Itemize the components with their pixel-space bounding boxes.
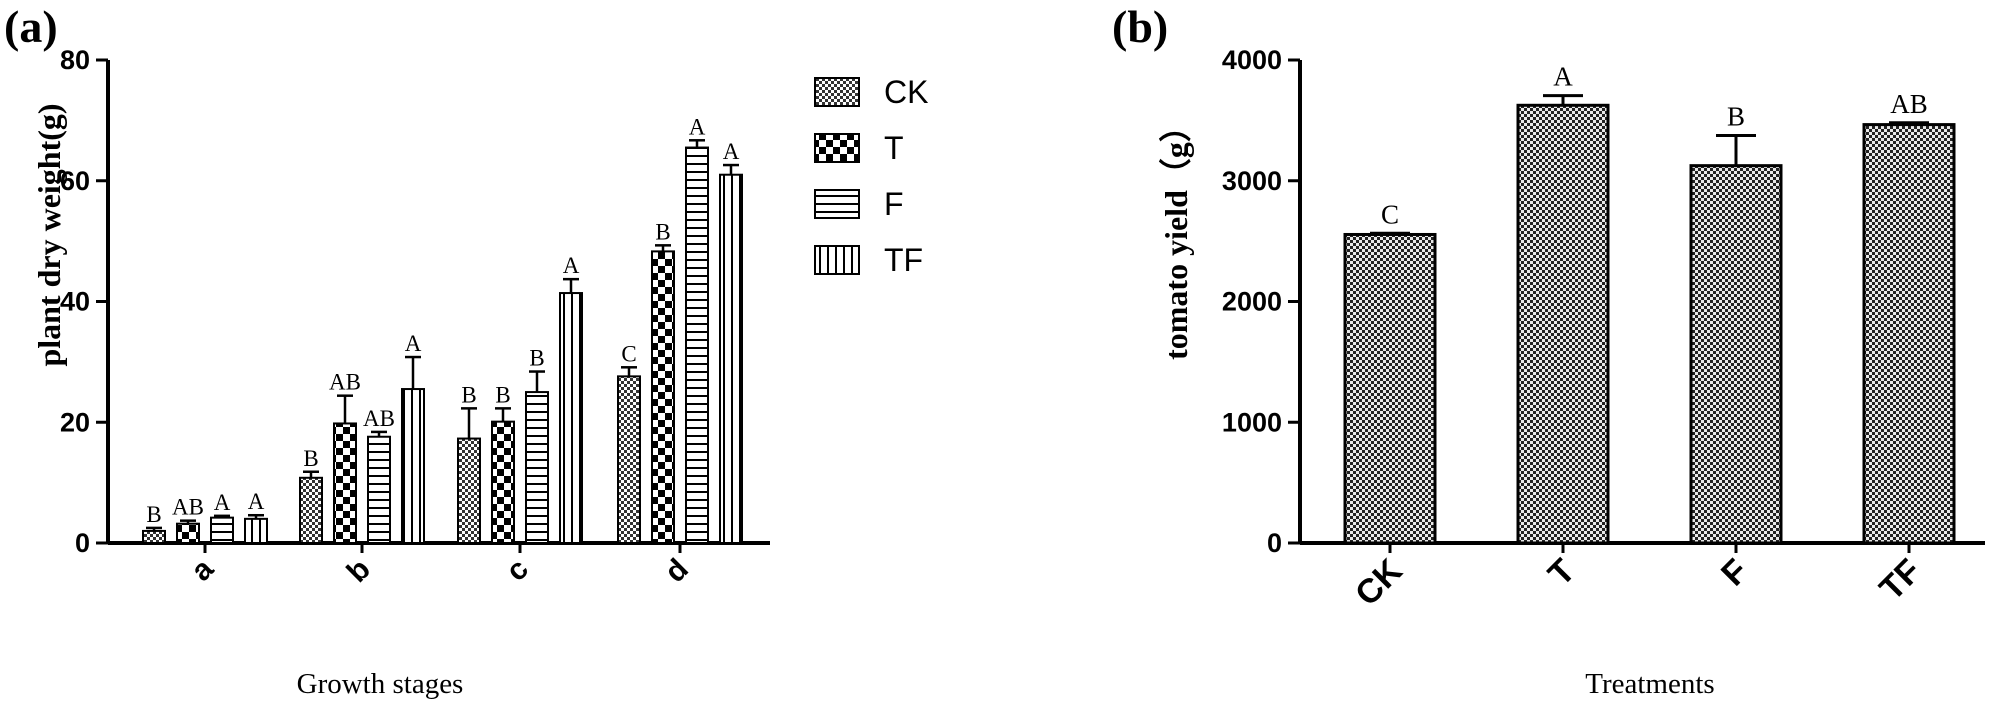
- panel-b-significance-letter: AB: [1890, 89, 1928, 119]
- panel-a-x-tick-label: a: [185, 552, 220, 587]
- panel-a-bar: [210, 516, 234, 545]
- panel-a-bar: [367, 435, 391, 544]
- panel-a-label: (a): [4, 1, 58, 52]
- legend-swatch: [814, 245, 860, 275]
- panel-a-significance-letter: A: [214, 490, 231, 515]
- panel-a-significance-letter: AB: [172, 495, 204, 520]
- panel-a-bar: [299, 476, 323, 545]
- panel-b-bar: [1516, 103, 1610, 545]
- panel-a-x-tick-label: b: [341, 553, 377, 589]
- legend-swatch: [814, 189, 860, 219]
- panel-b-y-tick-label: 1000: [1222, 407, 1282, 437]
- panel-a-y-tick-label: 60: [60, 166, 90, 196]
- panel-b-x-tick-label: CK: [1348, 551, 1410, 613]
- panel-a-y-tick-label: 80: [60, 45, 90, 75]
- panel-b-x-axis-title: Treatments: [1585, 668, 1714, 700]
- panel-a-y-tick-label: 0: [75, 528, 90, 558]
- panel-b-significance-letter: A: [1553, 62, 1573, 92]
- panel-a-significance-letter: C: [621, 341, 636, 366]
- panel-a-bar: [457, 437, 481, 544]
- panel-a-bar: [491, 420, 515, 544]
- panel-a-bar: [401, 388, 425, 545]
- panel-a-bar: [651, 250, 675, 544]
- panel-b-bar: [1862, 123, 1956, 545]
- panel-a-y-tick-label: 40: [60, 287, 90, 317]
- panel-a-bar: [142, 529, 166, 544]
- legend-label: CK: [884, 74, 928, 110]
- panel-a-significance-letter: AB: [329, 370, 361, 395]
- panel-a-bar: [333, 422, 357, 544]
- legend-swatch: [814, 133, 860, 163]
- legend-swatch: [814, 77, 860, 107]
- panel-a-x-axis-title: Growth stages: [297, 668, 464, 700]
- panel-b-y-axis-title: tomato yield（g）: [1158, 110, 1194, 360]
- panel-a-bar: [685, 146, 709, 544]
- panel-a-significance-letter: B: [146, 502, 161, 527]
- panel-a-bar: [176, 522, 200, 544]
- panel-b-x-tick-label: F: [1714, 552, 1756, 594]
- panel-a-significance-letter: A: [563, 253, 580, 278]
- panel-a-significance-letter: B: [303, 446, 318, 471]
- panel-a-significance-letter: A: [689, 114, 706, 139]
- panel-a-significance-letter: B: [461, 382, 476, 407]
- legend-label: F: [884, 186, 904, 222]
- panel-b-plot: 0 1000 2000 3000 4000 C CK A T B F AB TF: [1222, 45, 1985, 613]
- panel-a-bar: [525, 391, 549, 544]
- panel-b-y-tick-label: 2000: [1222, 287, 1282, 317]
- panel-b-bar: [1689, 164, 1783, 545]
- panel-a-y-tick-label: 20: [60, 407, 90, 437]
- panel-b-y-tick-label: 4000: [1222, 45, 1282, 75]
- panel-a-significance-letter: B: [495, 382, 510, 407]
- panel-a-significance-letter: A: [248, 489, 265, 514]
- panel-a-significance-letter: A: [723, 139, 740, 164]
- panel-a-bar: [719, 173, 743, 544]
- panel-a-significance-letter: B: [529, 346, 544, 371]
- panel-a-x-tick-label: d: [659, 553, 695, 589]
- panel-a-bar: [244, 517, 268, 544]
- panel-b-significance-letter: B: [1727, 101, 1745, 131]
- panel-a-legend: CK TF TF: [814, 74, 928, 278]
- panel-a-significance-letter: A: [405, 331, 422, 356]
- panel-b-y-tick-label: 3000: [1222, 166, 1282, 196]
- panel-a-x-tick-label: c: [500, 553, 535, 588]
- legend-label: T: [884, 130, 904, 166]
- panel-b-bar: [1343, 232, 1437, 545]
- panel-b-x-tick-label: TF: [1872, 552, 1928, 608]
- panel-a-significance-letter: AB: [363, 406, 395, 431]
- panel-a-y-axis-title: plant dry weight(g): [31, 103, 67, 366]
- panel-a-bar: [559, 292, 583, 544]
- panel-a-significance-letter: B: [655, 219, 670, 244]
- panel-b-label: (b): [1112, 1, 1168, 52]
- panel-b-significance-letter: C: [1381, 199, 1399, 229]
- panel-b-y-tick-label: 0: [1267, 528, 1282, 558]
- panel-a-bar: [617, 375, 641, 544]
- legend-label: TF: [884, 242, 923, 278]
- panel-b-x-tick-label: T: [1541, 552, 1583, 594]
